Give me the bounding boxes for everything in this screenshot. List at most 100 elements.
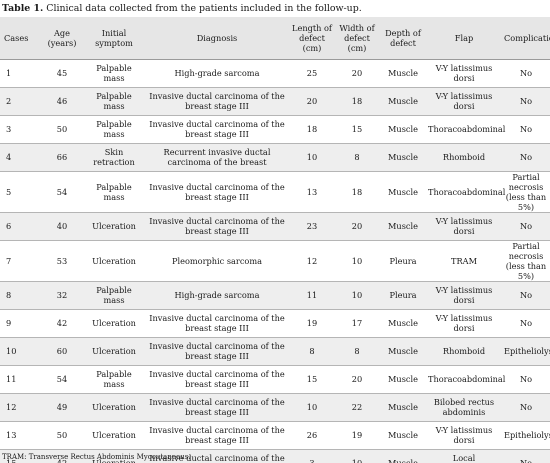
cell-defect-length: 12 xyxy=(290,240,334,282)
cell-complications: No xyxy=(502,281,550,310)
cell-complications: Partial necrosis (less than 5%) xyxy=(502,171,550,213)
cell-defect-length: 15 xyxy=(290,365,334,394)
cell-flap: V-Y latissimus dorsi xyxy=(426,309,502,338)
table-caption: Table 1. Clinical data collected from th… xyxy=(2,3,548,15)
cell-defect-length: 20 xyxy=(290,87,334,116)
table-row: 12 49 Ulceration Invasive ductal carcinoma … xyxy=(0,393,550,422)
cell-defect-length: 13 xyxy=(290,171,334,213)
cell-defect-depth: Pleura xyxy=(380,240,426,282)
cell-flap: Thoracoabdominal xyxy=(426,365,505,394)
cell-initial-symptom: Palpable mass xyxy=(84,281,144,310)
cell-age: 53 xyxy=(40,240,84,282)
cell-case-number: 10 xyxy=(0,337,40,366)
cell-defect-length: 8 xyxy=(290,337,334,366)
cell-diagnosis: High-grade sarcoma xyxy=(144,281,290,310)
header-length: Length of defect (cm) xyxy=(290,17,334,60)
cell-defect-width: 8 xyxy=(334,143,380,172)
cell-initial-symptom: Ulceration xyxy=(84,309,144,338)
cell-diagnosis: High-grade sarcoma xyxy=(144,59,290,88)
cell-age: 54 xyxy=(40,365,84,394)
cell-defect-depth: Muscle xyxy=(380,87,426,116)
cell-case-number: 6 xyxy=(0,212,40,241)
table-caption-text: Clinical data collected from the patient… xyxy=(43,3,362,14)
table-footnote: TRAM: Transverse Rectus Abdominis Myocut… xyxy=(2,453,191,461)
table-row: 5 54 Palpable mass Invasive ductal carcinom… xyxy=(0,171,550,213)
cell-defect-depth: Muscle xyxy=(380,143,426,172)
cell-case-number: 3 xyxy=(0,115,40,144)
cell-age: 50 xyxy=(40,115,84,144)
cell-defect-depth: Pleura xyxy=(380,281,426,310)
cell-diagnosis: Invasive ductal carcinoma of the breast … xyxy=(144,337,290,366)
cell-defect-depth: Muscle xyxy=(380,115,426,144)
header-width: Width of defect (cm) xyxy=(334,17,380,60)
cell-defect-length: 23 xyxy=(290,212,334,241)
cell-defect-depth: Muscle xyxy=(380,365,426,394)
cell-flap: Bilobed rectus abdominis xyxy=(426,393,502,422)
cell-defect-length: 19 xyxy=(290,309,334,338)
cell-initial-symptom: Palpable mass xyxy=(84,171,144,213)
header-row: Cases Age (years) Initial symptom Diagno… xyxy=(0,17,550,60)
table-row: 1 45 Palpable mass High-grade sarcoma 25 20 Mu… xyxy=(0,59,550,88)
header-complications: Complications xyxy=(502,17,550,60)
cell-case-number: 1 xyxy=(0,59,40,88)
cell-defect-width: 10 xyxy=(334,281,380,310)
cell-age: 54 xyxy=(40,171,84,213)
cell-defect-length: 18 xyxy=(290,115,334,144)
cell-complications: No xyxy=(502,59,550,88)
cell-flap: Rhomboid xyxy=(426,143,502,172)
cell-diagnosis: Invasive ductal carcinoma of the breast … xyxy=(144,309,290,338)
cell-initial-symptom: Palpable mass xyxy=(84,115,144,144)
cell-diagnosis: Invasive ductal carcinoma of the breast … xyxy=(144,421,290,450)
cell-initial-symptom: Palpable mass xyxy=(84,87,144,116)
cell-defect-depth: Muscle xyxy=(380,449,426,463)
cell-defect-width: 17 xyxy=(334,309,380,338)
cell-case-number: 13 xyxy=(0,421,40,450)
cell-initial-symptom: Ulceration xyxy=(84,421,144,450)
cell-defect-depth: Muscle xyxy=(380,421,426,450)
cell-defect-width: 20 xyxy=(334,59,380,88)
cell-initial-symptom: Ulceration xyxy=(84,212,144,241)
cell-age: 49 xyxy=(40,393,84,422)
cell-complications: Epitheliolysis xyxy=(502,337,550,366)
cell-diagnosis: Invasive ductal carcinoma of the breast … xyxy=(144,212,290,241)
cell-case-number: 4 xyxy=(0,143,40,172)
cell-diagnosis: Invasive ductal carcinoma of the breast … xyxy=(144,115,290,144)
cell-age: 40 xyxy=(40,212,84,241)
cell-case-number: 12 xyxy=(0,393,40,422)
cell-diagnosis: Pleomorphic sarcoma xyxy=(144,240,290,282)
table-row: 15 42 Ulceration Invasive ductal carcinoma … xyxy=(0,449,550,463)
cell-complications: No xyxy=(502,309,550,338)
cell-complications: No xyxy=(502,115,550,144)
cell-defect-width: 22 xyxy=(334,393,380,422)
cell-age: 66 xyxy=(40,143,84,172)
cell-age: 60 xyxy=(40,337,84,366)
cell-diagnosis: Invasive ductal carcinoma of the breast … xyxy=(144,87,290,116)
cell-diagnosis: Invasive ductal carcinoma of the breast … xyxy=(144,449,290,463)
cell-defect-length: 3 xyxy=(290,449,334,463)
table-row: 11 54 Palpable mass Invasive ductal carcino… xyxy=(0,365,550,394)
cell-defect-length: 11 xyxy=(290,281,334,310)
cell-age: 32 xyxy=(40,281,84,310)
table-row: 6 40 Ulceration Invasive ductal carcinoma o… xyxy=(0,212,550,241)
header-diagnosis: Diagnosis xyxy=(144,17,290,60)
header-cases: Cases xyxy=(0,17,40,60)
cell-initial-symptom: Palpable mass xyxy=(84,365,144,394)
table-row: 4 66 Skin retraction Recurrent invasive duc… xyxy=(0,143,550,172)
cell-complications: No xyxy=(502,143,550,172)
cell-case-number: 8 xyxy=(0,281,40,310)
cell-defect-depth: Muscle xyxy=(380,59,426,88)
cell-complications: No xyxy=(502,449,550,463)
cell-case-number: 15 xyxy=(0,449,40,463)
cell-case-number: 2 xyxy=(0,87,40,116)
table-row: 7 53 Ulceration Pleomorphic sarcoma 12 10 Pleu… xyxy=(0,240,550,282)
cell-defect-width: 18 xyxy=(334,87,380,116)
cell-age: 45 xyxy=(40,59,84,88)
cell-initial-symptom: Ulceration xyxy=(84,337,144,366)
cell-defect-width: 15 xyxy=(334,115,380,144)
cell-complications: No xyxy=(502,365,550,394)
cell-defect-depth: Muscle xyxy=(380,337,426,366)
clinical-data-table: Cases Age (years) Initial symptom Diagno… xyxy=(0,17,550,463)
cell-flap: V-Y latissimus dorsi xyxy=(426,87,502,116)
cell-defect-depth: Muscle xyxy=(380,393,426,422)
cell-case-number: 7 xyxy=(0,240,40,282)
